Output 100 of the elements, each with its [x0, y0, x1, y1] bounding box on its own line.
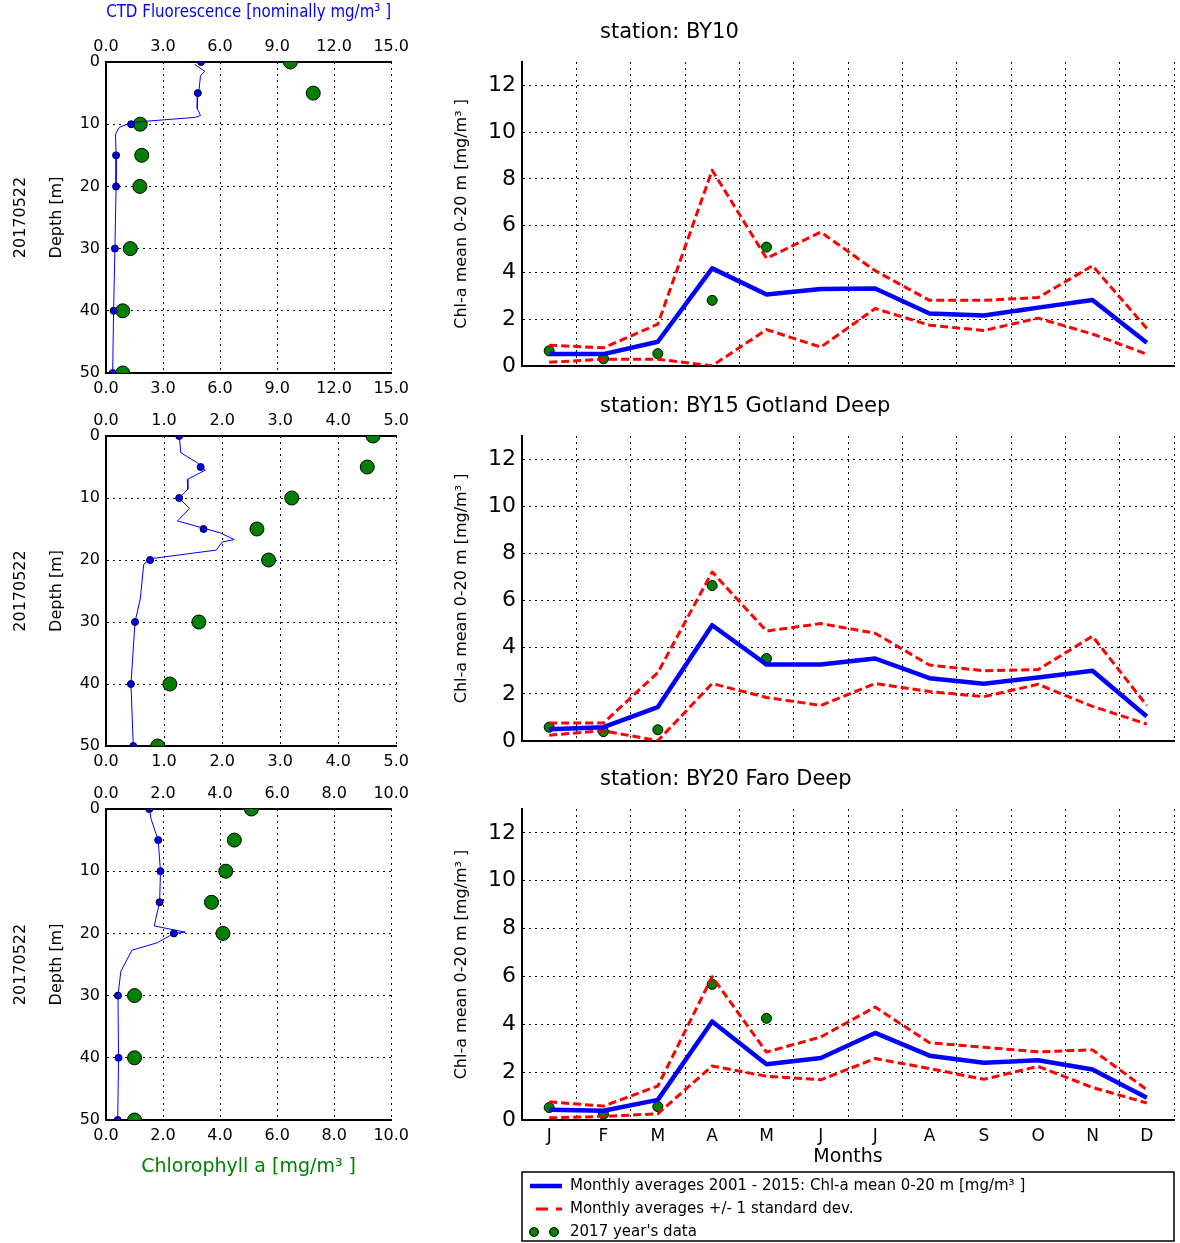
point	[132, 178, 148, 194]
y-tick-label: 20	[79, 175, 100, 195]
y-tick-label: 40	[79, 1046, 100, 1066]
y-tick-label: 8	[502, 914, 516, 940]
point	[127, 1050, 143, 1066]
x-tick-label: S	[978, 1124, 990, 1145]
x2-tick-label: 15.0	[373, 35, 409, 55]
x-tick-label: 9.0	[264, 377, 290, 397]
y-tick-label: 0	[502, 1105, 516, 1131]
y-tick-label: 20	[79, 922, 100, 942]
y-tick-label: 30	[79, 984, 100, 1004]
y-tick-label: 2	[502, 304, 516, 330]
y-tick-label: 4	[502, 632, 516, 658]
y-tick-label: 10	[488, 117, 516, 143]
x-tick-label: A	[923, 1124, 936, 1145]
x-tick-label: 6.0	[207, 377, 233, 397]
y-axis-title: 20170522 Depth [m]	[9, 923, 66, 1006]
point	[249, 521, 265, 537]
x-tick-label: J	[871, 1124, 878, 1145]
point	[261, 552, 277, 568]
x2-tick-label: 3.0	[267, 409, 293, 429]
point	[284, 490, 300, 506]
x-tick-label: F	[598, 1124, 609, 1145]
x-tick-label: M	[650, 1124, 666, 1145]
x2-tick-label: 2.0	[209, 409, 235, 429]
point	[652, 348, 664, 360]
y-tick-label: 6	[502, 962, 516, 988]
point	[162, 676, 178, 692]
x2-tick-label: 12.0	[316, 35, 352, 55]
point	[204, 894, 220, 910]
line-series	[547, 1057, 1149, 1120]
y-tick-label: 0	[502, 726, 516, 752]
y-axis-title: 20170522 Depth [m]	[9, 176, 66, 259]
y-tick-label: 40	[79, 673, 100, 693]
x2-tick-label: 10.0	[373, 782, 409, 802]
x-tick-label: J	[817, 1124, 824, 1145]
y-tick-label: 12	[488, 818, 516, 844]
x2-tick-label: 9.0	[264, 35, 290, 55]
x-tick-label: 6.0	[264, 1124, 290, 1144]
y-tick-label: 2	[502, 679, 516, 705]
x-tick-label: D	[1140, 1124, 1154, 1145]
legend-label: Monthly averages +/- 1 standard dev.	[570, 1198, 854, 1217]
y-tick-label: 0	[502, 351, 516, 377]
y-axis-title: Chl-a mean 0-20 m [mg/m³ ]	[450, 99, 470, 329]
chart-title: station: BY10	[600, 19, 739, 44]
y-tick-label: 30	[79, 237, 100, 257]
y-tick-label: 40	[79, 299, 100, 319]
y-tick-label: 12	[488, 445, 516, 471]
x-tick-label: 2.0	[209, 750, 235, 770]
x-tick-label: 4.0	[325, 750, 351, 770]
x-tick-label: 10.0	[373, 1124, 409, 1144]
chart-title: station: BY20 Faro Deep	[600, 766, 852, 791]
y-axis-title: Chl-a mean 0-20 m [mg/m³ ]	[450, 849, 470, 1080]
y-tick-label: 6	[502, 585, 516, 611]
x-tick-label: 8.0	[321, 1124, 347, 1144]
y-axis-title: Chl-a mean 0-20 m [mg/m³ ]	[450, 473, 470, 704]
y-tick-label: 30	[79, 611, 100, 631]
y-tick-label: 4	[502, 1010, 516, 1036]
y-tick-label: 10	[79, 113, 100, 133]
x-tick-label: 4.0	[207, 1124, 233, 1144]
x2-tick-label: 6.0	[264, 782, 290, 802]
point	[761, 241, 772, 253]
x2-tick-label: 2.0	[150, 782, 176, 802]
y-tick-label: 8	[502, 164, 516, 190]
y-tick-label: 10	[79, 487, 100, 507]
y-tick-label: 6	[502, 211, 516, 237]
x2-tick-label: 1.0	[151, 409, 177, 429]
y-tick-label: 12	[488, 71, 516, 97]
point	[761, 1012, 772, 1024]
x-tick-label: 1.0	[151, 750, 177, 770]
x2-tick-label: 8.0	[321, 782, 347, 802]
point	[115, 303, 131, 319]
x-tick-label: 2.0	[150, 1124, 176, 1144]
x-tick-label: 15.0	[373, 377, 409, 397]
x-tick-label: 3.0	[150, 377, 176, 397]
x2-tick-label: 4.0	[325, 409, 351, 429]
y-tick-label: 10	[79, 860, 100, 880]
x2-tick-label: 6.0	[207, 35, 233, 55]
point	[218, 863, 234, 879]
chart-title: station: BY15 Gotland Deep	[600, 393, 891, 418]
x-tick-label: M	[759, 1124, 774, 1145]
x2-axis-title: CTD Fluorescence [nominally mg/m³ ]	[106, 1, 392, 22]
x-tick-label: J	[545, 1124, 552, 1145]
y-tick-label: 4	[502, 258, 516, 284]
x2-tick-label: 5.0	[383, 409, 409, 429]
x-tick-label: 3.0	[267, 750, 293, 770]
x-tick-label: N	[1086, 1124, 1099, 1145]
y-tick-label: 2	[502, 1057, 516, 1083]
point	[191, 614, 207, 630]
point	[706, 294, 718, 306]
legend-label: 2017 year's data	[570, 1221, 697, 1240]
x-tick-label: O	[1031, 1124, 1045, 1145]
x-tick-label: A	[706, 1124, 719, 1145]
x2-tick-label: 4.0	[207, 782, 233, 802]
point	[226, 832, 242, 848]
y-tick-label: 20	[79, 549, 100, 569]
point	[127, 988, 143, 1004]
y-axis-title: 20170522 Depth [m]	[9, 550, 66, 632]
point	[122, 241, 138, 257]
point	[706, 580, 718, 592]
